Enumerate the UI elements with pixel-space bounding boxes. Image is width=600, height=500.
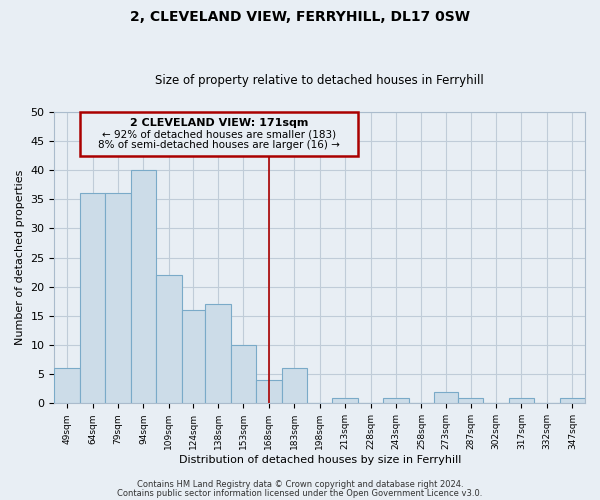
Bar	[383, 398, 409, 404]
Text: 2 CLEVELAND VIEW: 171sqm: 2 CLEVELAND VIEW: 171sqm	[130, 118, 308, 128]
Bar	[231, 345, 256, 404]
Bar	[560, 398, 585, 404]
Title: Size of property relative to detached houses in Ferryhill: Size of property relative to detached ho…	[155, 74, 484, 87]
Bar	[156, 275, 182, 404]
FancyBboxPatch shape	[80, 112, 358, 156]
X-axis label: Distribution of detached houses by size in Ferryhill: Distribution of detached houses by size …	[179, 455, 461, 465]
Bar	[105, 194, 131, 404]
Bar	[256, 380, 281, 404]
Bar	[205, 304, 231, 404]
Bar	[458, 398, 483, 404]
Bar	[281, 368, 307, 404]
Bar	[80, 194, 105, 404]
Text: Contains HM Land Registry data © Crown copyright and database right 2024.: Contains HM Land Registry data © Crown c…	[137, 480, 463, 489]
Text: 2, CLEVELAND VIEW, FERRYHILL, DL17 0SW: 2, CLEVELAND VIEW, FERRYHILL, DL17 0SW	[130, 10, 470, 24]
Text: Contains public sector information licensed under the Open Government Licence v3: Contains public sector information licen…	[118, 488, 482, 498]
Bar	[131, 170, 156, 404]
Bar	[55, 368, 80, 404]
Bar	[332, 398, 358, 404]
Bar	[509, 398, 534, 404]
Text: ← 92% of detached houses are smaller (183): ← 92% of detached houses are smaller (18…	[102, 130, 336, 140]
Bar	[182, 310, 205, 404]
Bar	[434, 392, 458, 404]
Text: 8% of semi-detached houses are larger (16) →: 8% of semi-detached houses are larger (1…	[98, 140, 340, 150]
Y-axis label: Number of detached properties: Number of detached properties	[15, 170, 25, 345]
